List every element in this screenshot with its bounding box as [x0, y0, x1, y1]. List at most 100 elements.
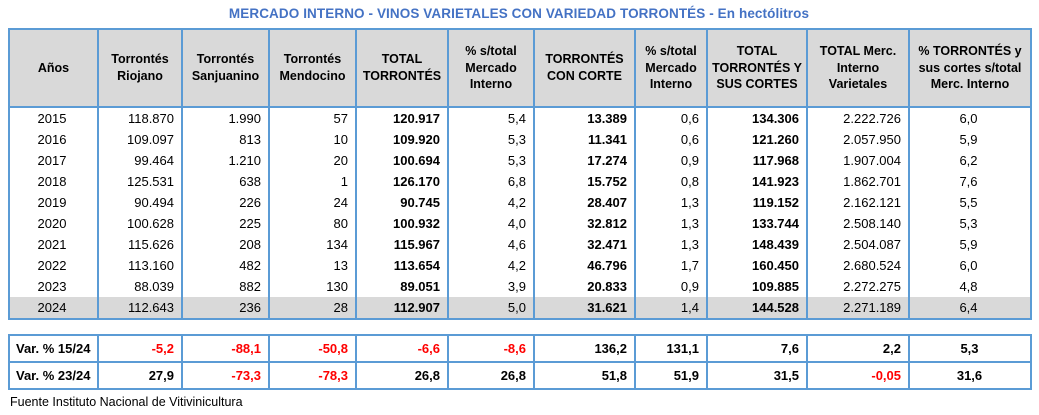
table-cell: 2.508.140: [806, 213, 910, 234]
table-cell: 6,8: [447, 171, 535, 192]
column-header-torrontes-riojano: Torrontés Riojano: [97, 28, 183, 108]
table-cell: 133.744: [706, 213, 808, 234]
table-cell: 148.439: [706, 234, 808, 255]
table-cell: -78,3: [268, 361, 357, 390]
table-cell: 131,1: [634, 334, 708, 363]
table-cell: 100.932: [355, 213, 449, 234]
table-cell: 2.680.524: [806, 255, 910, 276]
table-cell: 118.870: [97, 107, 183, 129]
table-cell: 32.812: [533, 213, 636, 234]
table-row: 2016 109.097 813 10 109.920 5,3 11.341 0,6 121.2…: [8, 129, 1032, 150]
table-cell: 80: [268, 213, 357, 234]
table-cell: 15.752: [533, 171, 636, 192]
table-cell: 17.274: [533, 150, 636, 171]
column-header-torrontes-mendocino: Torrontés Mendocino: [268, 28, 357, 108]
table-cell: 26,8: [447, 361, 535, 390]
table-cell: 638: [181, 171, 270, 192]
table-cell: 31,5: [706, 361, 808, 390]
column-header-pct-mercado-interno-1: % s/total Mercado Interno: [447, 28, 535, 108]
table-cell: 0,9: [634, 276, 708, 297]
table-row: 2023 88.039 882 130 89.051 3,9 20.833 0,9 109.88…: [8, 276, 1032, 297]
table-cell: 5,3: [908, 213, 1032, 234]
table-cell: 113.654: [355, 255, 449, 276]
table-cell: 2.271.189: [806, 297, 910, 319]
column-header-torrontes-sanjuanino: Torrontés Sanjuanino: [181, 28, 270, 108]
table-cell: 882: [181, 276, 270, 297]
table-cell: 5,9: [908, 234, 1032, 255]
table-cell: 2.162.121: [806, 192, 910, 213]
variation-row: Var. % 15/24 -5,2 -88,1 -50,8 -6,6 -8,6 136,2 1…: [8, 334, 1032, 363]
table-cell: 2021: [8, 234, 99, 255]
table-cell: 134: [268, 234, 357, 255]
table-cell: 0,6: [634, 107, 708, 129]
variation-table: Var. % 15/24 -5,2 -88,1 -50,8 -6,6 -8,6 136,2 1…: [8, 334, 1032, 390]
table-cell: 20: [268, 150, 357, 171]
table-cell: 226: [181, 192, 270, 213]
table-row: 2017 99.464 1.210 20 100.694 5,3 17.274 0,9 117.…: [8, 150, 1032, 171]
table-cell: 4,0: [447, 213, 535, 234]
table-cell: 11.341: [533, 129, 636, 150]
main-data-table: Años Torrontés Riojano Torrontés Sanjuan…: [8, 28, 1032, 320]
table-cell: 0,9: [634, 150, 708, 171]
table-cell: 5,4: [447, 107, 535, 129]
table-cell: 31,6: [908, 361, 1032, 390]
table-cell: 32.471: [533, 234, 636, 255]
table-cell: 2.222.726: [806, 107, 910, 129]
table-cell: 5,3: [447, 129, 535, 150]
table-cell: -50,8: [268, 334, 357, 363]
table-cell: 120.917: [355, 107, 449, 129]
table-cell: 2017: [8, 150, 99, 171]
variation-table-body: Var. % 15/24 -5,2 -88,1 -50,8 -6,6 -8,6 136,2 1…: [8, 334, 1032, 390]
page-title: MERCADO INTERNO - VINOS VARIETALES CON V…: [228, 6, 810, 21]
column-header-total-torrontes-y-cortes: TOTAL TORRONTÉS Y SUS CORTES: [706, 28, 808, 108]
table-cell: 6,2: [908, 150, 1032, 171]
table-cell: 4,8: [908, 276, 1032, 297]
table-cell: -8,6: [447, 334, 535, 363]
table-cell: 126.170: [355, 171, 449, 192]
table-cell: 31.621: [533, 297, 636, 319]
table-cell: 5,3: [908, 334, 1032, 363]
table-header: Años Torrontés Riojano Torrontés Sanjuan…: [8, 28, 1032, 108]
table-cell: 0,8: [634, 171, 708, 192]
table-cell: 141.923: [706, 171, 808, 192]
table-cell: 5,5: [908, 192, 1032, 213]
table-cell: 57: [268, 107, 357, 129]
table-cell: 51,8: [533, 361, 636, 390]
table-cell: 28.407: [533, 192, 636, 213]
table-cell: 13: [268, 255, 357, 276]
table-cell: 0,6: [634, 129, 708, 150]
table-cell: -73,3: [181, 361, 270, 390]
table-cell: 51,9: [634, 361, 708, 390]
column-header-pct-torrontes-cortes-total: % TORRONTÉS y sus cortes s/total Merc. I…: [908, 28, 1032, 108]
table-row: 2015 118.870 1.990 57 120.917 5,4 13.389 0,6 134…: [8, 107, 1032, 129]
table-cell: 109.097: [97, 129, 183, 150]
table-cell: 2015: [8, 107, 99, 129]
table-cell: 130: [268, 276, 357, 297]
table-cell: 6,0: [908, 255, 1032, 276]
table-cell: 225: [181, 213, 270, 234]
table-row: 2021 115.626 208 134 115.967 4,6 32.471 1,3 148.…: [8, 234, 1032, 255]
table-cell: 2018: [8, 171, 99, 192]
table-cell: 5,3: [447, 150, 535, 171]
table-cell: 144.528: [706, 297, 808, 319]
table-cell: 2019: [8, 192, 99, 213]
table-cell: 1,3: [634, 192, 708, 213]
table-cell: 100.628: [97, 213, 183, 234]
table-cell: 88.039: [97, 276, 183, 297]
table-row: 2024 112.643 236 28 112.907 5,0 31.621 1,4 144.5…: [8, 297, 1032, 319]
table-cell: 109.920: [355, 129, 449, 150]
table-cell: 113.160: [97, 255, 183, 276]
table-cell: Var. % 15/24: [8, 334, 99, 363]
table-row: 2018 125.531 638 1 126.170 6,8 15.752 0,8 141.92…: [8, 171, 1032, 192]
table-cell: 20.833: [533, 276, 636, 297]
column-header-torrontes-con-corte: TORRONTÉS CON CORTE: [533, 28, 636, 108]
table-row: 2022 113.160 482 13 113.654 4,2 46.796 1,7 160.4…: [8, 255, 1032, 276]
column-header-pct-mercado-interno-2: % s/total Mercado Interno: [634, 28, 708, 108]
table-cell: 115.967: [355, 234, 449, 255]
table-cell: 3,9: [447, 276, 535, 297]
table-cell: 28: [268, 297, 357, 319]
table-cell: 208: [181, 234, 270, 255]
table-row: 2020 100.628 225 80 100.932 4,0 32.812 1,3 133.7…: [8, 213, 1032, 234]
table-cell: 2.504.087: [806, 234, 910, 255]
